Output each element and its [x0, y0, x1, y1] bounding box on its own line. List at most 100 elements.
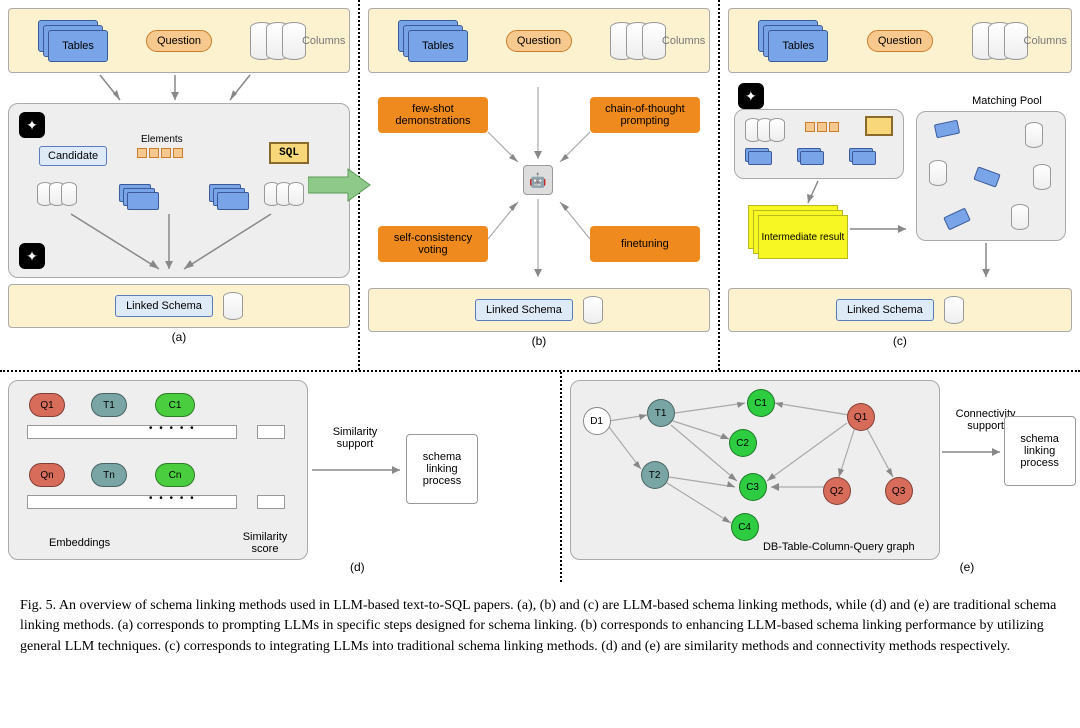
linked-box-c: Linked Schema	[728, 288, 1072, 332]
embeddings-box: Q1 T1 C1 • • • • • Qn Tn Cn • • • • • Em…	[8, 380, 308, 560]
embedding-bar-1	[27, 425, 237, 439]
question-bubble: Question	[867, 30, 933, 52]
finetuning-box: finetuning	[590, 226, 700, 262]
embedding-bar-1b	[257, 425, 285, 439]
intermediate-result-stack: Intermediate result	[748, 205, 848, 259]
node-c1: C1	[155, 393, 195, 417]
node-qn: Qn	[29, 463, 65, 487]
columns-label: Columns	[302, 35, 345, 47]
graph-box: D1 T1 T2 C1 C2 C3 C4 Q1 Q2 Q3 DB-Table-C…	[570, 380, 940, 560]
linked-box-b: Linked Schema	[368, 288, 710, 332]
similarity-score-label: Similarity score	[235, 531, 295, 555]
pool-cyl-icon	[1025, 122, 1043, 148]
caption-text: An overview of schema linking methods us…	[20, 598, 1056, 654]
pool-cyl-icon	[1033, 164, 1051, 190]
matching-pool-label: Matching Pool	[972, 95, 1042, 107]
top-row: Tables Question Columns ✦ Candidate Elem…	[0, 0, 1080, 370]
inputs-box-c: Tables Question Columns	[728, 8, 1072, 73]
pool-rect-icon	[943, 208, 971, 231]
matching-pool-box	[916, 111, 1066, 241]
node-t1: T1	[647, 399, 675, 427]
cylinder-icon	[223, 292, 243, 320]
panel-b: Tables Question Columns few-shot demonst…	[360, 0, 720, 370]
columns-stack-icon: Columns	[250, 17, 320, 65]
pool-rect-icon	[973, 166, 1000, 187]
cards-icon	[745, 148, 785, 172]
columns-stack-icon: Columns	[610, 17, 680, 65]
dots-icon: • • • • •	[149, 423, 196, 434]
cyl-icon	[745, 118, 781, 142]
node-d1: D1	[583, 407, 611, 435]
node-t2: T2	[641, 461, 669, 489]
mid-area-c: ✦ Matching Pool	[728, 77, 1072, 282]
panel-e-label: (e)	[960, 560, 975, 574]
dots-icon: • • • • •	[149, 493, 196, 504]
node-q2: Q2	[823, 477, 851, 505]
few-shot-box: few-shot demonstrations	[378, 97, 488, 133]
intermediate-label: Intermediate result	[758, 215, 848, 259]
pool-cyl-icon	[1011, 204, 1029, 230]
panel-e: D1 T1 T2 C1 C2 C3 C4 Q1 Q2 Q3 DB-Table-C…	[562, 372, 1080, 582]
node-t1: T1	[91, 393, 127, 417]
sql-mini-icon	[865, 116, 893, 136]
node-q3: Q3	[885, 477, 913, 505]
question-bubble: Question	[506, 30, 572, 52]
mid-area-b: few-shot demonstrations chain-of-thought…	[368, 77, 710, 282]
node-q1: Q1	[29, 393, 65, 417]
tables-stack-icon: Tables	[398, 20, 468, 62]
figure-caption: Fig. 5. An overview of schema linking me…	[0, 582, 1080, 671]
cylinder-group-icon-2	[264, 182, 300, 206]
node-c4: C4	[731, 513, 759, 541]
robot-icon: 🤖	[523, 165, 553, 195]
panel-a-label: (a)	[8, 330, 350, 344]
caption-prefix: Fig. 5.	[20, 598, 56, 613]
sql-box: SQL	[269, 142, 309, 164]
node-c1: C1	[747, 389, 775, 417]
embeddings-label: Embeddings	[49, 537, 110, 549]
columns-stack-icon: Columns	[972, 17, 1042, 65]
squares-icon	[805, 122, 839, 132]
cylinder-icon	[944, 296, 964, 324]
node-tn: Tn	[91, 463, 127, 487]
panel-d: Q1 T1 C1 • • • • • Qn Tn Cn • • • • • Em…	[0, 372, 562, 582]
elements-label: Elements	[141, 134, 183, 145]
bottom-row: Q1 T1 C1 • • • • • Qn Tn Cn • • • • • Em…	[0, 372, 1080, 582]
inputs-box-a: Tables Question Columns	[8, 8, 350, 73]
embedding-bar-2b	[257, 495, 285, 509]
graph-label: DB-Table-Column-Query graph	[763, 541, 915, 553]
inputs-box-b: Tables Question Columns	[368, 8, 710, 73]
tables-stack-icon: Tables	[758, 20, 828, 62]
cards-icon-2	[797, 148, 837, 172]
gear-icon: ✦	[738, 83, 764, 109]
gear-icon: ✦	[19, 112, 45, 138]
schema-linking-box-e: schema linking process	[1004, 416, 1076, 486]
cards-icon-3	[849, 148, 889, 172]
gear-icon-2: ✦	[19, 243, 45, 269]
pool-cyl-icon	[929, 160, 947, 186]
card-stack-icon-1	[119, 184, 163, 212]
linked-box-a: Linked Schema	[8, 284, 350, 328]
panel-a: Tables Question Columns ✦ Candidate Elem…	[0, 0, 360, 370]
panel-c: Tables Question Columns ✦	[720, 0, 1080, 370]
panel-b-label: (b)	[368, 334, 710, 348]
question-bubble: Question	[146, 30, 212, 52]
node-c2: C2	[729, 429, 757, 457]
llm-box-c	[734, 109, 904, 179]
node-q1: Q1	[847, 403, 875, 431]
card-stack-icon-2	[209, 184, 253, 212]
pool-rect-icon	[934, 120, 960, 139]
node-c3: C3	[739, 473, 767, 501]
green-arrow-icon	[308, 165, 372, 205]
tables-label: Tables	[48, 30, 108, 62]
node-cn: Cn	[155, 463, 195, 487]
elements-squares-icon	[137, 148, 183, 158]
linked-schema-label: Linked Schema	[115, 295, 213, 317]
embedding-bar-2	[27, 495, 237, 509]
schema-linking-box-d: schema linking process	[406, 434, 478, 504]
self-consistency-box: self-consistency voting	[378, 226, 488, 262]
cot-box: chain-of-thought prompting	[590, 97, 700, 133]
panel-d-label: (d)	[350, 560, 365, 574]
tables-stack-icon: Tables	[38, 20, 108, 62]
panel-c-label: (c)	[728, 334, 1072, 348]
mid-box-a: ✦ Candidate Elements SQL ✦	[8, 103, 350, 278]
